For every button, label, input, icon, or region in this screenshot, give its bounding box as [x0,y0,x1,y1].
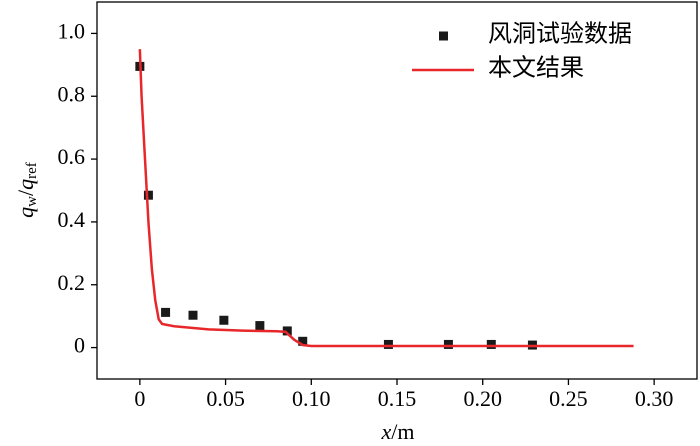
x-tick-label: 0 [134,386,145,411]
data-point [255,321,265,331]
y-label-sub: ref [24,162,40,179]
y-label-slash: / [13,189,38,196]
y-tick-label: 0.4 [58,207,86,232]
legend-text: 风洞试验数据 [488,21,632,48]
x-label-var: x [381,419,392,444]
y-label-q: q [13,207,38,218]
x-tick-label: 0.20 [463,386,502,411]
y-tick-label: 0 [74,333,85,358]
y-label-q: q [13,179,38,190]
data-point [219,315,229,325]
y-label-sub: w [24,196,40,207]
x-tick-label: 0.25 [549,386,588,411]
y-tick-label: 0.2 [58,270,86,295]
data-line [138,49,634,348]
x-tick-label: 0.30 [635,386,674,411]
data-point [161,307,171,317]
data-point [486,339,496,349]
data-point [298,336,308,346]
legend-marker [439,31,448,41]
y-tick-label: 1.0 [58,18,86,43]
y-tick-label: 0.8 [58,81,86,106]
data-point [188,310,198,320]
x-label-unit: /m [391,419,414,444]
y-axis-label: qw/qref [13,162,40,218]
data-point [443,339,453,349]
x-tick-label: 0.10 [292,386,331,411]
data-point [282,326,292,336]
y-tick-label: 0.6 [58,144,86,169]
x-tick-label: 0.05 [206,386,245,411]
x-axis-label: x/m [381,419,415,444]
data-point [383,339,393,349]
legend-text: 本文结果 [488,55,584,82]
plot-frame [96,1,698,380]
x-tick-label: 0.15 [378,386,417,411]
data-point [143,190,153,200]
